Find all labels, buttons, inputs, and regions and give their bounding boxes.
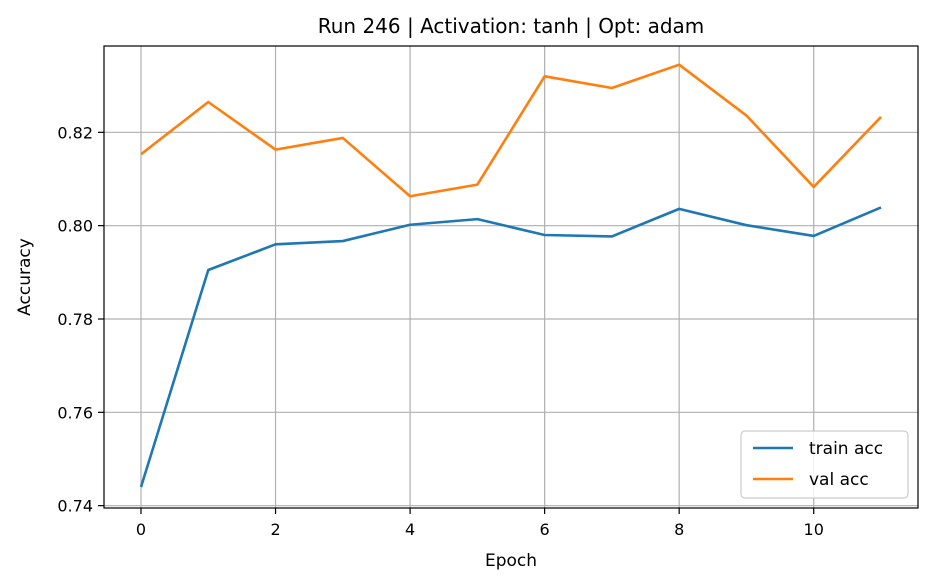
legend-label: val acc [809,470,869,490]
y-axis-ticks: 0.74 0.76 0.78 0.80 0.82 [57,123,104,516]
x-axis-label: Epoch [485,551,537,571]
legend-label: train acc [809,439,883,459]
series-line-train-acc [139,206,882,488]
y-tick-label: 0.76 [57,403,93,422]
series-line-val-acc [140,63,882,198]
x-tick-label: 4 [405,520,415,539]
legend: train acc val acc [740,430,909,499]
chart-title: Run 246 | Activation: tanh | Opt: adam [318,14,705,38]
grid [104,46,918,508]
plot-frame [103,45,919,509]
x-tick-label: 8 [674,520,684,539]
x-tick-label: 0 [136,520,146,539]
y-tick-label: 0.82 [57,123,93,142]
y-tick-label: 0.78 [57,310,93,329]
y-tick-label: 0.74 [57,497,93,516]
y-axis-label: Accuracy [15,238,35,316]
x-tick-label: 6 [540,520,550,539]
x-axis-ticks: 0 2 4 6 8 10 [136,508,824,539]
series-layer [139,63,882,488]
x-tick-label: 2 [270,520,280,539]
x-tick-label: 10 [804,520,824,539]
y-tick-label: 0.80 [57,217,93,236]
